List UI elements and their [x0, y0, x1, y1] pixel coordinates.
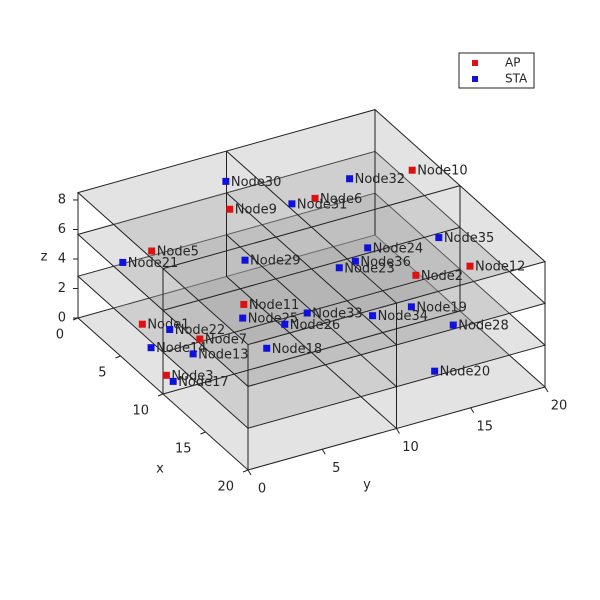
node-label: Node6 [320, 192, 362, 207]
node-marker [147, 344, 155, 352]
legend-box [458, 52, 535, 89]
node-marker [222, 177, 230, 185]
room-divider [226, 276, 397, 429]
node-label: Node23 [344, 261, 394, 276]
z-axis-label: z [41, 250, 48, 265]
node-marker [364, 244, 372, 252]
node-label: Node32 [355, 172, 405, 187]
z-tick-label: 8 [58, 192, 66, 207]
node-label: Node5 [157, 244, 199, 259]
y-tick-label: 10 [402, 440, 419, 455]
node-label: Node3 [171, 369, 213, 384]
node-label: Node12 [475, 260, 525, 275]
x-tick-label: 15 [175, 442, 192, 457]
node-marker [288, 200, 296, 208]
node-label: Node35 [444, 231, 494, 246]
legend-label: STA [505, 72, 528, 86]
node-label: Node10 [417, 164, 467, 179]
x-tick-label: 5 [98, 366, 106, 381]
node-label: Node30 [231, 175, 281, 190]
room-divider [226, 234, 397, 388]
x-tick [200, 431, 206, 435]
z-tick-label: 6 [58, 222, 66, 237]
node-marker [241, 256, 249, 264]
node-label: Node13 [198, 347, 248, 362]
node-marker [435, 234, 443, 242]
node-marker [303, 309, 311, 317]
z-tick-label: 4 [58, 251, 66, 266]
node-label: Node2 [421, 269, 463, 284]
x-tick-label: 20 [217, 480, 234, 495]
y-tick [470, 407, 475, 414]
node-marker [166, 325, 174, 333]
room-divider [226, 192, 397, 346]
y-tick [247, 469, 252, 476]
node-label: Node26 [290, 318, 340, 333]
node-marker [119, 258, 127, 266]
y-tick-label: 20 [551, 399, 568, 414]
node-label: Node34 [378, 309, 428, 324]
x-tick-label: 10 [132, 404, 149, 419]
node-label: Node31 [297, 197, 347, 212]
legend-marker [472, 76, 478, 82]
y-axis-label: y [363, 478, 371, 493]
x-tick [242, 469, 249, 473]
node-marker [196, 335, 204, 343]
y-tick-label: 5 [332, 461, 340, 476]
y-tick-label: 15 [476, 419, 493, 434]
y-tick-label: 0 [258, 482, 266, 497]
z-tick-label: 0 [58, 311, 66, 326]
node-label: Node17 [178, 375, 228, 390]
node-marker [281, 320, 289, 328]
node-label: Node29 [250, 254, 300, 269]
node-label: Node36 [360, 255, 410, 270]
node-label: Node7 [205, 333, 247, 348]
x-tick [157, 393, 164, 397]
node-label: Node21 [128, 256, 178, 271]
node-marker [369, 312, 377, 320]
node-marker [407, 303, 415, 311]
node-label: Node28 [458, 319, 508, 334]
node-label: Node33 [312, 307, 362, 322]
legend-label: AP [505, 56, 520, 70]
node-marker [346, 175, 354, 183]
plot-area [76, 109, 547, 471]
node-marker [431, 367, 439, 375]
x-tick [115, 355, 121, 359]
node-marker [162, 371, 170, 379]
node-marker [335, 264, 343, 272]
x-axis-label: x [156, 462, 164, 477]
legend-marker [472, 60, 478, 66]
node-marker [239, 314, 247, 322]
node-marker [148, 247, 156, 255]
y-tick [544, 386, 549, 393]
node-marker [351, 257, 359, 265]
node-marker [466, 262, 474, 270]
node-marker [412, 271, 420, 279]
node-label: Node24 [373, 241, 423, 256]
node-marker [138, 320, 146, 328]
node-label: Node20 [440, 365, 490, 380]
node-marker [408, 166, 416, 174]
room-divider [226, 150, 397, 304]
node-marker [226, 205, 234, 213]
x-tick-label: 0 [56, 328, 64, 343]
node-label: Node9 [235, 203, 277, 218]
node-label: Node22 [175, 323, 225, 338]
z-tick-label: 2 [58, 281, 66, 296]
y-tick [396, 428, 400, 434]
node-marker [189, 350, 197, 358]
node-label: Node1 [147, 318, 189, 333]
node-label: Node19 [416, 300, 466, 315]
node-marker [449, 321, 457, 329]
node-marker [240, 300, 248, 308]
node-marker [263, 344, 271, 352]
y-tick [321, 448, 326, 455]
node-label: Node11 [249, 298, 299, 313]
node-label: Node18 [272, 342, 322, 357]
node-marker [311, 194, 319, 202]
node-marker [169, 377, 177, 385]
